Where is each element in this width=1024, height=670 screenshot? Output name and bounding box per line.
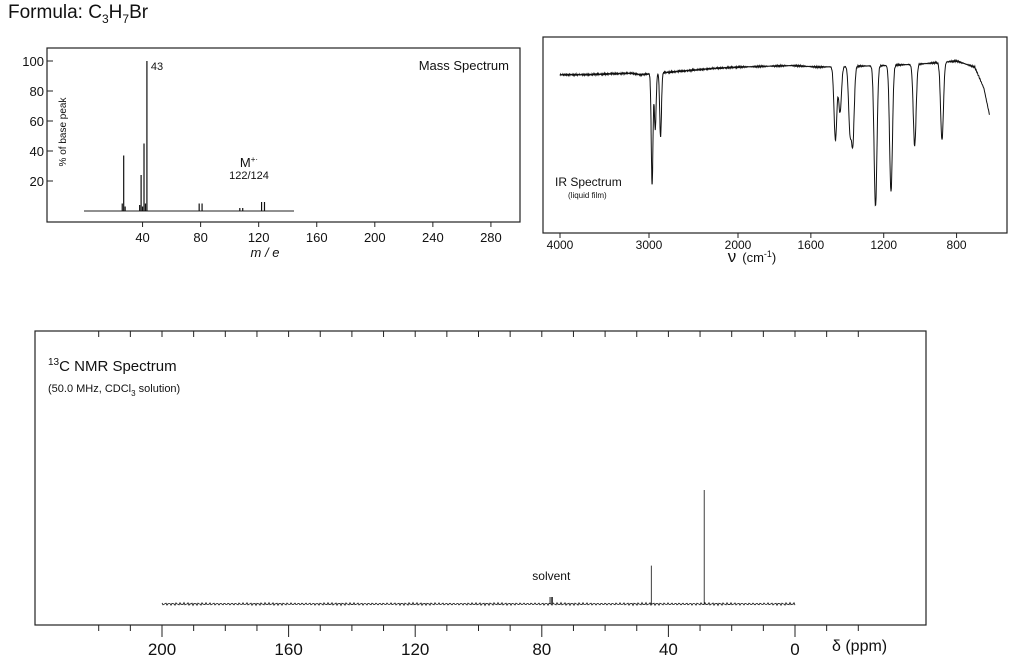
ms-y-tick-label: 40 (30, 144, 44, 159)
ir-subtitle: (liquid film) (568, 191, 607, 200)
nmr-x-axis-label: δ (ppm) (832, 638, 887, 655)
ms-x-tick-label: 40 (135, 230, 149, 245)
ir-x-tick-label: 4000 (547, 238, 574, 252)
ir-x-axis-unit-close: ) (772, 250, 776, 265)
ir-x-tick-label: 2000 (725, 238, 752, 252)
ir-x-axis-unit: (cm (742, 250, 764, 265)
ir-frame (542, 36, 1008, 234)
ms-peaks (121, 61, 266, 211)
ir-x-axis-label: ν (cm-1) (728, 247, 777, 266)
ir-trace (559, 58, 990, 207)
ms-y-tick-label: 100 (22, 54, 44, 69)
ms-molecular-ion-mz: 122/124 (229, 170, 269, 182)
ir-x-tick-label: 3000 (636, 238, 663, 252)
nmr-title-text: C NMR Spectrum (59, 358, 177, 375)
nmr-x-tick-label: 80 (532, 640, 551, 659)
ir-x-axis-unit-exponent: -1 (764, 249, 772, 259)
nmr-frame (34, 330, 927, 626)
ms-x-tick-label: 160 (306, 230, 328, 245)
nmr-x-tick-label: 40 (659, 640, 678, 659)
nmr-spectrum: 200 160 120 80 40 0 13C NMR Spectrum (50.0 MH… (34, 330, 927, 659)
ir-x-tick-label: 1200 (870, 238, 897, 252)
ir-x-axis-symbol: ν (728, 247, 737, 266)
nmr-subtitle-subscript: 3 (131, 389, 136, 398)
ms-y-ticks: 20 40 60 80 100 (22, 54, 53, 189)
nmr-x-tick-label: 0 (790, 640, 799, 659)
ms-base-peak-label: 43 (151, 61, 163, 73)
formula-subscript-c: 3 (101, 11, 109, 26)
ms-molecular-ion-symbol: M (240, 155, 251, 170)
ms-x-tick-label: 240 (422, 230, 444, 245)
ms-y-tick-label: 80 (30, 84, 44, 99)
ir-x-tick-label: 800 (947, 238, 967, 252)
nmr-subtitle: (50.0 MHz, CDCl3 solution) (48, 383, 180, 398)
ms-x-tick-label: 120 (248, 230, 270, 245)
mass-spectrum: 20 40 60 80 100 40 80 120 160 200 240 280 Mass Spe… (22, 47, 521, 260)
ms-x-tick-label: 80 (193, 230, 207, 245)
ir-title: IR Spectrum (555, 175, 622, 189)
ms-x-axis-label: m / e (251, 245, 280, 260)
nmr-x-tick-label: 160 (274, 640, 302, 659)
nmr-x-ticks: 200 160 120 80 40 0 (98, 331, 859, 659)
formula-text-br: Br (129, 2, 149, 23)
ms-x-ticks: 40 80 120 160 200 240 280 (135, 222, 502, 245)
formula-text-h: H (108, 2, 123, 23)
nmr-subtitle-start: (50.0 MHz, CDCl (48, 383, 131, 395)
nmr-solvent-label: solvent (532, 569, 571, 583)
nmr-subtitle-end: solution) (136, 383, 181, 395)
formula-text: Formula: C (8, 2, 102, 23)
nmr-x-tick-label: 120 (401, 640, 429, 659)
ms-y-tick-label: 20 (30, 174, 44, 189)
ir-x-tick-label: 1600 (798, 238, 825, 252)
nmr-title-isotope: 13 (48, 357, 60, 368)
ir-spectrum: 4000 3000 2000 1600 1200 800 IR Spectrum (liq… (542, 36, 1008, 266)
ms-molecular-ion-charge: +· (251, 155, 258, 164)
ms-frame (46, 47, 521, 223)
formula-label: Formula: C3H7Br (8, 2, 148, 26)
ms-x-tick-label: 280 (480, 230, 502, 245)
nmr-x-tick-label: 200 (148, 640, 176, 659)
ms-title: Mass Spectrum (419, 58, 509, 73)
ms-y-axis-label: % of base peak (58, 97, 69, 167)
ms-x-tick-label: 200 (364, 230, 386, 245)
ms-molecular-ion-label: M+· (240, 155, 258, 170)
nmr-trace (161, 490, 796, 607)
nmr-title: 13C NMR Spectrum (48, 357, 177, 375)
ir-x-ticks: 4000 3000 2000 1600 1200 800 (547, 233, 967, 252)
ms-y-tick-label: 60 (30, 114, 44, 129)
formula-subscript-h: 7 (122, 11, 130, 26)
